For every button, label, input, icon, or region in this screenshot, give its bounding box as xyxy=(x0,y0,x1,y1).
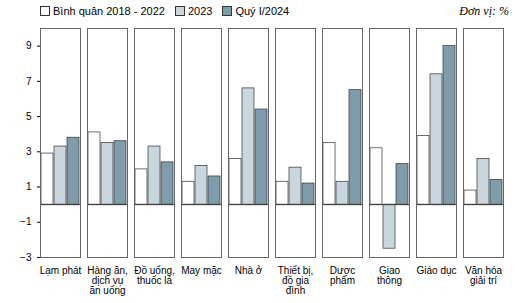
svg-text:9: 9 xyxy=(26,40,32,51)
svg-text:5: 5 xyxy=(26,111,32,122)
html-text:Bình quân 2018 - 2022: Bình quân 2018 - 2022 xyxy=(53,5,165,17)
svg-text:Hàng ăn,dịch vụăn uống: Hàng ăn,dịch vụăn uống xyxy=(87,265,128,296)
svg-text:Giaothông: Giaothông xyxy=(377,265,402,286)
svg-text:−3: −3 xyxy=(20,252,32,263)
html-text:Đơn vị: %: Đơn vị: % xyxy=(459,3,509,18)
svg-text:Nhà ở: Nhà ở xyxy=(235,265,263,276)
svg-text:Giáo dục: Giáo dục xyxy=(416,265,456,276)
svg-text:Lạm phát: Lạm phát xyxy=(40,265,82,276)
svg-text:Thiết bị,đồ giađình: Thiết bị,đồ giađình xyxy=(278,265,314,296)
svg-text:1: 1 xyxy=(26,181,32,192)
svg-text:Văn hóagiải trí: Văn hóagiải trí xyxy=(465,265,503,286)
svg-text:May mặc: May mặc xyxy=(181,265,222,276)
html-text:2023: 2023 xyxy=(187,5,213,17)
svg-text:3: 3 xyxy=(26,146,32,157)
svg-text:−1: −1 xyxy=(20,216,32,227)
svg-text:Đồ uống,thuốc lá: Đồ uống,thuốc lá xyxy=(134,265,175,286)
html-text:Quý I/2024: Quý I/2024 xyxy=(235,5,290,17)
svg-text:Dượcphẩm: Dượcphẩm xyxy=(330,265,355,286)
svg-text:7: 7 xyxy=(26,76,32,87)
